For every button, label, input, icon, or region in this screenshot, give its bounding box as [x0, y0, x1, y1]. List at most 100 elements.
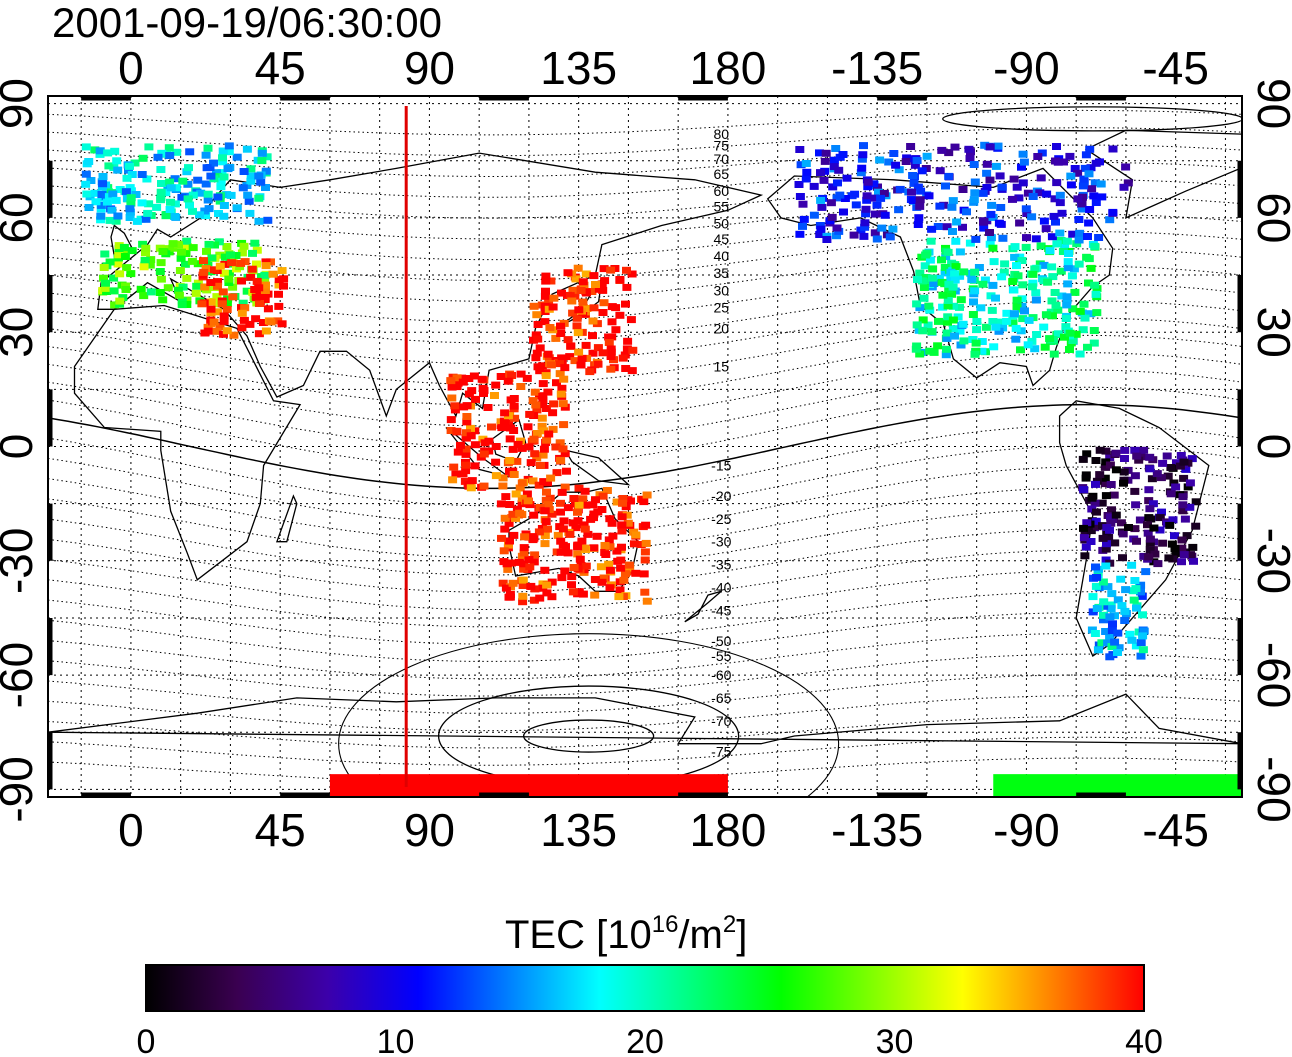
tec-cell	[260, 296, 270, 303]
tec-cell	[1045, 335, 1055, 343]
tec-cell	[512, 505, 522, 513]
tec-cell	[981, 323, 991, 331]
tec-cell	[1085, 145, 1095, 153]
tec-cell	[617, 543, 626, 551]
y-tick-label-left: -30	[0, 528, 42, 594]
tec-cell	[111, 196, 121, 204]
tec-cell	[1078, 193, 1087, 201]
tec-cell	[138, 154, 148, 162]
tec-cell	[929, 348, 939, 356]
tec-cell	[1113, 649, 1122, 656]
tec-cell	[98, 173, 108, 180]
tec-cell	[588, 317, 598, 325]
tec-cell	[1177, 544, 1187, 552]
tec-cell	[571, 275, 581, 283]
tec-cell	[1111, 449, 1121, 457]
tec-cell	[121, 286, 131, 293]
tec-cell	[279, 282, 288, 290]
tec-cell	[795, 146, 805, 153]
tec-cell	[991, 323, 1001, 331]
tec-cell	[213, 308, 222, 316]
tec-cell	[560, 450, 570, 458]
tec-cell	[1106, 601, 1116, 609]
tec-cell	[218, 147, 228, 155]
tec-cell	[872, 201, 882, 209]
tec-cell	[563, 336, 573, 344]
tec-cell	[120, 253, 130, 260]
coastline	[564, 449, 631, 486]
tec-cell	[541, 518, 551, 526]
tec-cell	[1012, 296, 1022, 304]
tec-cell	[559, 421, 569, 429]
tec-cell	[1113, 629, 1123, 637]
tec-cell	[1061, 323, 1071, 331]
tec-cell	[591, 281, 600, 288]
tec-cell	[549, 294, 559, 302]
tec-cell	[615, 276, 625, 283]
tec-cell	[863, 178, 873, 186]
tec-cell	[95, 147, 105, 155]
tec-cell	[985, 240, 995, 248]
tec-cell	[1158, 459, 1168, 467]
magnetic-contour	[48, 334, 1242, 406]
tec-cell	[831, 145, 841, 152]
tec-cell	[1055, 229, 1065, 237]
tec-cell	[144, 143, 154, 151]
tec-cell	[569, 564, 579, 571]
tec-cell	[539, 445, 549, 453]
tec-cell	[809, 182, 819, 190]
tec-cell	[153, 153, 163, 161]
tec-cell	[1139, 446, 1149, 454]
tec-cell	[1030, 345, 1040, 353]
tec-cell	[1138, 632, 1148, 640]
tec-cell	[1046, 308, 1056, 316]
tec-cell	[204, 205, 214, 213]
tec-cell	[224, 148, 234, 156]
tec-cell	[615, 311, 625, 319]
tec-cell	[155, 289, 165, 296]
tec-cell	[199, 257, 208, 265]
tec-cell	[532, 454, 542, 462]
tec-cell	[1080, 164, 1090, 172]
tec-cell	[448, 476, 458, 484]
tec-cell	[1136, 652, 1146, 660]
tec-cell	[523, 475, 533, 483]
tec-cell	[977, 347, 987, 355]
tec-cell	[827, 213, 837, 221]
tec-cell	[84, 158, 94, 165]
tec-cell	[254, 284, 264, 292]
tec-cell	[908, 172, 918, 179]
tec-cell	[614, 593, 624, 601]
tec-cell	[1089, 192, 1099, 200]
tec-cell	[802, 168, 812, 176]
tec-cell	[533, 321, 543, 328]
contour-label: -35	[711, 557, 731, 573]
tec-cell	[105, 258, 115, 266]
tec-cell	[606, 353, 616, 360]
tec-cell	[540, 318, 550, 326]
tec-cell	[165, 178, 175, 186]
tec-cell	[1048, 312, 1057, 320]
tec-cell	[461, 461, 471, 469]
tec-cell	[527, 533, 537, 541]
tec-cell	[1106, 519, 1116, 527]
tec-cell	[1170, 545, 1180, 552]
tec-cell	[585, 368, 595, 376]
tec-cell	[574, 348, 584, 356]
tec-cell	[217, 300, 227, 308]
tec-cell	[449, 463, 459, 471]
tec-cell	[464, 375, 474, 382]
tec-cell	[1010, 243, 1020, 251]
tec-cell	[982, 160, 992, 168]
tec-cell	[1031, 235, 1041, 243]
tec-cell	[622, 283, 632, 291]
tec-cell	[237, 277, 246, 285]
tec-cell	[580, 487, 590, 495]
tec-cell	[1107, 590, 1117, 598]
tec-cell	[851, 201, 861, 209]
tec-cell	[178, 177, 188, 185]
tec-cell	[1169, 479, 1179, 487]
tec-cell	[1111, 466, 1121, 474]
tec-cell	[1068, 337, 1078, 344]
tec-cell	[114, 242, 124, 250]
